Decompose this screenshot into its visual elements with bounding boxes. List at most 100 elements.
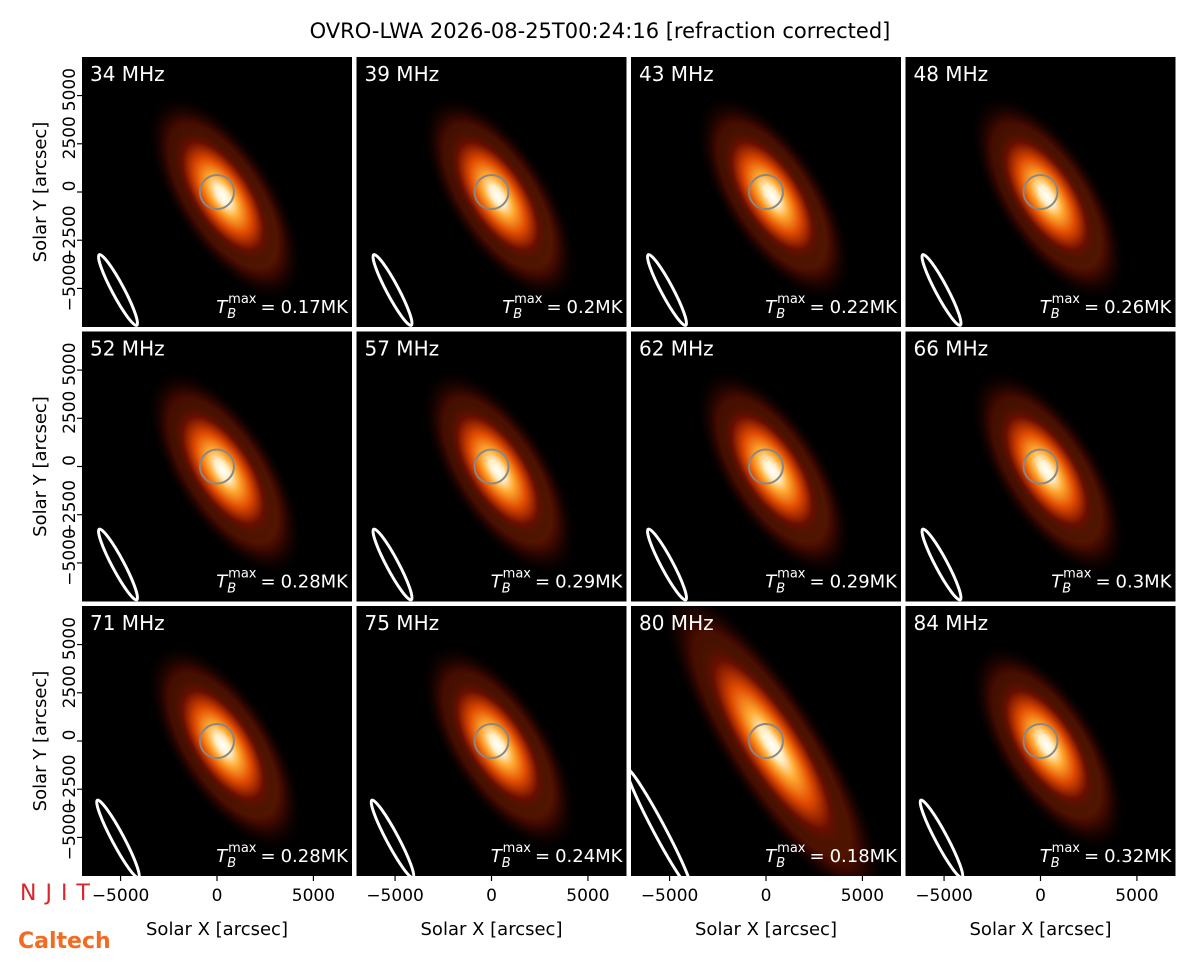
tb-symbol: T <box>765 846 778 867</box>
frequency-label: 71 MHz <box>90 611 165 635</box>
tb-sub: B <box>1051 856 1060 871</box>
tb-sub: B <box>513 307 522 322</box>
panel <box>82 606 352 876</box>
tb-max-value: 0.22MK <box>830 297 899 318</box>
tb-sub: B <box>502 582 511 597</box>
tb-max-label: TBmax = 0.18MK <box>765 841 898 871</box>
tb-sub: B <box>776 307 785 322</box>
tb-max-label: TBmax = 0.29MK <box>765 567 898 597</box>
x-axis-label: Solar X [arcsec] <box>970 919 1112 940</box>
frequency-label: 34 MHz <box>90 62 165 86</box>
frequency-label: 52 MHz <box>90 337 165 361</box>
beam <box>645 527 689 602</box>
y-tick-label: −2500 <box>60 205 80 263</box>
tb-max-label: TBmax = 0.17MK <box>216 292 349 322</box>
tb-max-value: 0.28MK <box>281 572 350 593</box>
panel <box>905 57 1176 327</box>
solar-disk <box>748 723 784 759</box>
y-tick-label: −5000 <box>60 803 80 861</box>
solar-disk <box>199 723 235 759</box>
beam <box>96 253 140 327</box>
tb-sup: max <box>777 841 806 856</box>
y-axis-label: Solar Y [arcsec] <box>30 671 51 812</box>
panel <box>82 331 352 602</box>
tb-max-value: 0.24MK <box>555 846 624 867</box>
tb-symbol: T <box>1040 297 1053 318</box>
tb-eq: = <box>809 846 824 867</box>
emission <box>992 673 1101 817</box>
tb-sup: max <box>1052 841 1081 856</box>
x-tick-label: 5000 <box>1115 886 1158 906</box>
tb-symbol: T <box>765 297 778 318</box>
y-tick-label: 0 <box>60 455 80 466</box>
solar-disk <box>199 448 235 485</box>
tb-max-value: 0.2MK <box>567 297 624 318</box>
tb-eq: = <box>809 572 824 593</box>
beam <box>645 253 689 327</box>
tb-sup: max <box>1052 292 1081 307</box>
x-tick-label: −5000 <box>641 886 699 906</box>
tb-symbol: T <box>1051 572 1064 593</box>
y-tick-label: −5000 <box>60 254 80 312</box>
tb-symbol: T <box>765 572 778 593</box>
tb-eq: = <box>1084 297 1099 318</box>
emission <box>718 398 826 543</box>
y-axis-label: Solar Y [arcsec] <box>30 396 51 537</box>
tb-eq: = <box>546 297 561 318</box>
njit-logo: NJIT <box>20 881 99 906</box>
panel <box>905 331 1176 602</box>
tb-sup: max <box>514 292 543 307</box>
tb-max-value: 0.29MK <box>555 572 624 593</box>
emission <box>169 398 277 543</box>
tb-sub: B <box>227 307 236 322</box>
beam <box>920 527 963 602</box>
x-tick-label: 0 <box>761 886 772 906</box>
tb-sup: max <box>777 292 806 307</box>
tb-max-label: TBmax = 0.28MK <box>216 567 349 597</box>
tb-max-value: 0.29MK <box>830 572 899 593</box>
y-tick-label: 5000 <box>60 342 80 385</box>
tb-max-value: 0.32MK <box>1104 846 1173 867</box>
x-tick-label: 0 <box>1035 886 1046 906</box>
emission <box>718 124 826 268</box>
solar-disk <box>473 723 510 759</box>
frequency-label: 66 MHz <box>914 337 989 361</box>
frequency-label: 84 MHz <box>914 611 989 635</box>
tb-max-label: TBmax = 0.3MK <box>1051 567 1173 597</box>
y-tick-label: −2500 <box>60 480 80 538</box>
frequency-label: 75 MHz <box>365 611 440 635</box>
emission <box>992 124 1101 268</box>
beam <box>369 798 416 876</box>
solar-disk <box>199 174 235 210</box>
tb-symbol: T <box>216 297 229 318</box>
tb-symbol: T <box>216 846 229 867</box>
y-tick-label: 5000 <box>60 617 80 660</box>
tb-max-label: TBmax = 0.2MK <box>502 292 624 322</box>
tb-sup: max <box>1063 567 1092 582</box>
emission <box>694 633 850 857</box>
y-tick-label: 2500 <box>60 665 80 708</box>
y-tick-label: 0 <box>60 181 80 192</box>
y-tick-label: 2500 <box>60 116 80 159</box>
tb-sub: B <box>1062 582 1071 597</box>
tb-symbol: T <box>216 572 229 593</box>
panel <box>356 331 627 602</box>
x-tick-label: 5000 <box>292 886 335 906</box>
y-axis-label: Solar Y [arcsec] <box>30 122 51 263</box>
tb-max-label: TBmax = 0.26MK <box>1040 292 1173 322</box>
emission <box>169 124 277 268</box>
tb-sup: max <box>503 567 532 582</box>
tb-max-value: 0.3MK <box>1116 572 1173 593</box>
tb-sup: max <box>503 841 532 856</box>
caltech-logo: Caltech <box>18 929 111 954</box>
beam <box>371 527 414 602</box>
tb-max-label: TBmax = 0.29MK <box>491 567 624 597</box>
tb-max-value: 0.17MK <box>281 297 350 318</box>
solar-disk <box>1022 448 1059 485</box>
figure-title: OVRO-LWA 2026-08-25T00:24:16 [refraction… <box>310 19 891 43</box>
panel <box>356 57 627 327</box>
beam <box>920 253 963 327</box>
beam <box>96 527 140 602</box>
tb-max-value: 0.26MK <box>1104 297 1173 318</box>
